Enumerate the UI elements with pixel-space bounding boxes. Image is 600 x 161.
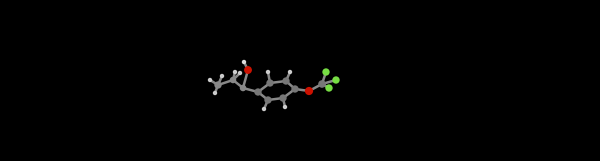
Point xyxy=(235,72,245,74)
Point xyxy=(243,69,253,71)
Point xyxy=(210,92,220,94)
Point xyxy=(253,91,263,93)
Point xyxy=(259,108,269,110)
Point xyxy=(321,71,331,73)
Point xyxy=(213,84,223,86)
Point xyxy=(230,71,240,73)
Point xyxy=(239,61,249,63)
Point xyxy=(324,87,334,89)
Point xyxy=(278,97,288,99)
Point xyxy=(263,99,273,101)
Point xyxy=(263,71,273,73)
Point xyxy=(205,79,215,81)
Point xyxy=(217,75,227,77)
Point xyxy=(290,88,300,90)
Point xyxy=(285,71,295,73)
Point xyxy=(280,106,290,108)
Point xyxy=(281,80,291,82)
Point xyxy=(317,83,327,85)
Point xyxy=(304,90,314,92)
Point xyxy=(265,82,275,84)
Point xyxy=(331,79,341,81)
Point xyxy=(228,79,238,81)
Point xyxy=(238,87,248,89)
